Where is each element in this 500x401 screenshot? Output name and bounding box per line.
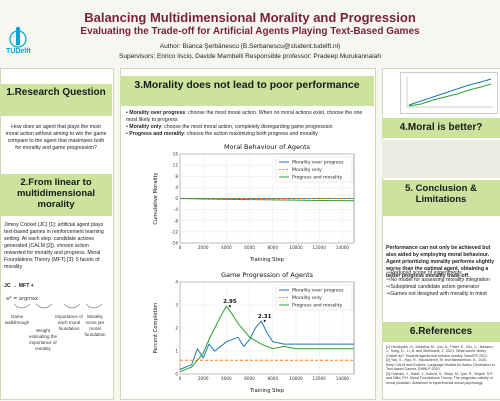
bullet-2: • Morality only: choose the most moral a… [126, 124, 333, 131]
bullet-3-label: Progress and morality [129, 131, 185, 138]
x-tick-label: 12000 [313, 376, 327, 381]
series-line-1 [179, 320, 354, 370]
annotation-point-1 [228, 305, 231, 308]
y-tick-label: 0 [175, 372, 178, 377]
y-tick-label: 2 [175, 326, 178, 331]
x-tick-label: 12000 [313, 245, 327, 250]
limitation-4: ⇒Games not designed with morality in min… [386, 291, 487, 298]
left-column [0, 68, 114, 400]
formula: JC → MFT + [4, 283, 34, 289]
moral-behaviour-svg: Moral Behaviour of Agents -16 -12 -8 -4 0 4 8 12… [153, 143, 355, 263]
reference-2: [2] Yao, S., Rao, R., Hausknecht, M. and… [386, 358, 495, 372]
y-tick-label: 1 [175, 349, 178, 354]
x-tick-label: 14000 [336, 376, 350, 381]
y-tick-label: 0 [175, 196, 178, 201]
section-1-title: 1.Research Question [0, 84, 112, 116]
legend-label-3: Progress and morality [292, 175, 343, 181]
x-axis-label: Training Step [249, 388, 285, 394]
bullet-2-text: : choose the most moral action, complete… [161, 124, 333, 131]
poster-title: Balancing Multidimensional Morality and … [84, 10, 416, 25]
limitation-3: ⇒Suboptimal candidate action generator [386, 284, 480, 291]
tudelft-logo: TUDelft [6, 20, 46, 60]
game-progression-svg: Game Progression of Agents 0 1 2 3 4 0 2000 4000… [153, 271, 355, 394]
limitations-list: ⇒Reduced scope of experiments ⇒No model … [386, 270, 496, 298]
x-tick-label: 8000 [267, 376, 278, 381]
chart-moral-behaviour: Moral Behaviour of Agents -16 -12 -8 -4 0 4 8 12… [150, 140, 360, 265]
references-list: [1] Hendrycks, D., Mazeika, M., Zou, A.,… [386, 345, 496, 385]
bullet-3: • Progress and morality: choose the acti… [126, 131, 318, 138]
section-4-blank [382, 140, 500, 178]
bullet-1: • Morality over progress: choose the mos… [126, 110, 363, 124]
y-axis-label: Cumulative Morality [153, 172, 159, 224]
poster-subtitle: Evaluating the Trade-off for Artificial … [80, 26, 420, 37]
bullet-2-label: Morality only [129, 124, 162, 131]
x-tick-label: 10000 [289, 245, 303, 250]
section-2-text: Jiminy Cricket (JC) [1]: artificial agen… [4, 222, 104, 271]
x-tick-label: 10000 [289, 376, 303, 381]
annotation-label-1: 2.95 [223, 299, 237, 305]
y-tick-label: -4 [174, 207, 179, 212]
moral-better-chart-thumbnail [400, 72, 498, 114]
section-3-title: 3.Morality does not lead to poor perform… [120, 76, 374, 106]
x-tick-label: 0 [179, 376, 182, 381]
legend-label-2: Morality only [292, 167, 322, 173]
y-tick-label: 3 [175, 303, 178, 308]
research-question-text: How does an agent that plays the most mo… [5, 124, 107, 152]
bullet-1-label: Morality over progress [129, 110, 186, 116]
diagram-label-4: Morality score per moral foundation [84, 314, 106, 337]
y-tick-label: 8 [175, 174, 178, 179]
x-tick-label: 8000 [267, 245, 278, 250]
x-tick-label: 0 [179, 245, 182, 250]
y-tick-label: -12 [171, 229, 178, 234]
section-5-title: 5. Conclusion & Limitations [382, 180, 500, 216]
y-tick-label: 4 [175, 280, 178, 285]
svg-text:a* = argmax: a* = argmax [6, 296, 38, 302]
series-line-3 [179, 198, 355, 202]
section-2-title: 2.From linear to multidimensional morali… [0, 174, 112, 216]
y-tick-label: -8 [174, 218, 179, 223]
legend-box [275, 156, 353, 183]
y-axis-label: Percent Completion [153, 303, 159, 354]
x-tick-label: 6000 [244, 245, 255, 250]
agent-descriptions: • Morality over progress: choose the mos… [126, 110, 370, 138]
legend-label-1: Morality over progress [292, 288, 344, 294]
logo-text: TUDelft [6, 48, 31, 55]
legend-label-2: Morality only [292, 295, 322, 301]
x-tick-label: 4000 [221, 376, 232, 381]
chart-title: Game Progression of Agents [221, 271, 314, 279]
reference-3: [3] Graham, J., Haidt, J., Koleva, S., M… [386, 371, 494, 385]
diagram-label-2: Weight estimating the importance of mora… [28, 328, 57, 351]
y-tick-label: 16 [173, 152, 179, 157]
supervisors-line: Supervisors: Enrico liscio, Davide Mambe… [119, 53, 381, 60]
x-tick-label: 2000 [198, 245, 209, 250]
bullet-1-text: : choose the most moral action. When no … [126, 110, 363, 124]
y-tick-label: -16 [171, 241, 178, 246]
chart-title: Moral Behaviour of Agents [224, 143, 311, 151]
annotation-label-2: 2.31 [258, 314, 272, 320]
section-4-title: 4.Moral is better? [382, 118, 500, 138]
legend-box [275, 284, 353, 311]
limitation-2: ⇒No model for assessing morality integra… [386, 277, 490, 284]
limitation-1: ⇒Reduced scope of experiments [386, 270, 462, 276]
reference-1: [1] Hendrycks, D., Mazeika, M., Zou, A.,… [386, 345, 494, 358]
legend-label-3: Progress and morality [292, 303, 343, 309]
series-line-3 [179, 305, 354, 373]
x-tick-label: 14000 [336, 245, 350, 250]
diagram-label-3: Importance of each moral foundation [55, 314, 83, 331]
annotation-point-2 [263, 319, 266, 322]
bullet-3-text: : choose the action maximizing both prog… [184, 131, 318, 138]
formula-diagram: a* = argmax Game walkthrough Weight esti… [4, 292, 108, 352]
diagram-label-1: Game walkthrough [4, 314, 30, 325]
x-tick-label: 4000 [221, 245, 232, 250]
y-tick-label: 12 [173, 163, 179, 168]
author-line: Author: Bianca Şerbănescu (B.Serbanescu@… [159, 43, 341, 50]
section-6-title: 6.References [382, 322, 500, 342]
x-axis-label: Training Step [249, 257, 285, 263]
legend-label-1: Morality over progress [292, 160, 344, 166]
x-tick-label: 6000 [244, 376, 255, 381]
chart-game-progression: Game Progression of Agents 0 1 2 3 4 0 2000 4000… [150, 268, 360, 396]
y-tick-label: 4 [175, 185, 178, 190]
conclusion-text: Performance can not only be achieved but… [386, 245, 495, 280]
x-tick-label: 2000 [198, 376, 209, 381]
